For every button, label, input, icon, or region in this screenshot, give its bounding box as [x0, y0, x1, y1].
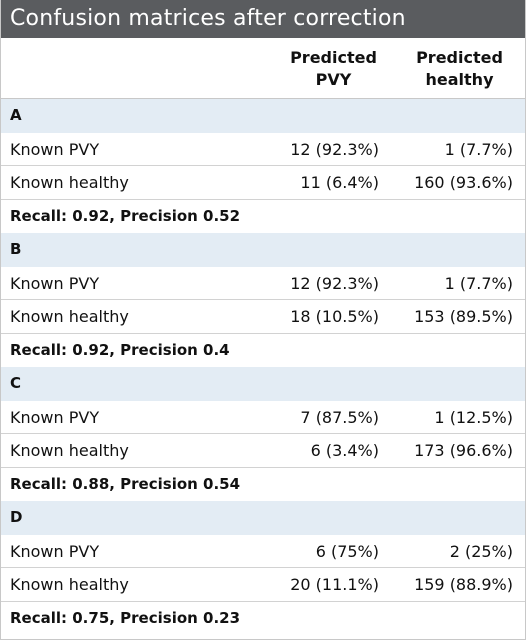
row-label: Known healthy [10, 307, 129, 326]
column-header-line: healthy [425, 70, 494, 89]
cell-predicted-healthy: 2 (25%) [449, 541, 513, 561]
table-title: Confusion matrices after correction [1, 0, 525, 38]
row-label: Known healthy [10, 173, 129, 192]
cell-predicted-pvy: 11 (6.4%) [300, 173, 379, 192]
column-header-line: Predicted [290, 48, 377, 67]
column-header-line: PVY [315, 70, 352, 89]
section-label-c: C [1, 367, 525, 401]
table-row: Known PVY 12 (92.3%) 1 (7.7%) [1, 267, 525, 300]
cell-predicted-healthy: 159 (88.9%) [414, 575, 513, 594]
row-label: Known PVY [10, 407, 100, 427]
cell-predicted-pvy: 6 (3.4%) [310, 441, 379, 460]
cell-predicted-pvy: 6 (75%) [315, 541, 379, 561]
column-header-line: Predicted [416, 48, 503, 67]
cell-predicted-healthy: 1 (7.7%) [444, 273, 513, 293]
table-row: Known healthy 18 (10.5%) 153 (89.5%) [1, 300, 525, 334]
table-row: Known healthy 6 (3.4%) 173 (96.6%) [1, 434, 525, 468]
cell-predicted-pvy: 12 (92.3%) [290, 273, 379, 293]
cell-predicted-healthy: 1 (7.7%) [444, 139, 513, 159]
cell-predicted-healthy: 173 (96.6%) [414, 441, 513, 460]
cell-predicted-pvy: 20 (11.1%) [290, 575, 379, 594]
cell-predicted-pvy: 12 (92.3%) [290, 139, 379, 159]
section-label-b: B [1, 233, 525, 267]
section-label-a: A [1, 99, 525, 133]
row-label: Known PVY [10, 541, 100, 561]
section-summary-d: Recall: 0.75, Precision 0.23 [10, 608, 241, 627]
cell-predicted-healthy: 160 (93.6%) [414, 173, 513, 192]
row-label: Known PVY [10, 273, 100, 293]
table-row: Known PVY 6 (75%) 2 (25%) [1, 535, 525, 568]
table-row: Known healthy 20 (11.1%) 159 (88.9%) [1, 568, 525, 602]
row-label: Known PVY [10, 139, 100, 159]
row-label: Known healthy [10, 575, 129, 594]
row-label: Known healthy [10, 441, 129, 460]
section-summary-a: Recall: 0.92, Precision 0.52 [10, 206, 241, 225]
section-label-d: D [1, 501, 525, 535]
column-header-row: Predicted PVY Predicted healthy [1, 38, 525, 99]
cell-predicted-pvy: 18 (10.5%) [290, 307, 379, 326]
table-row: Known PVY 12 (92.3%) 1 (7.7%) [1, 133, 525, 166]
cell-predicted-healthy: 153 (89.5%) [414, 307, 513, 326]
column-header-predicted-pvy: Predicted PVY [276, 47, 391, 91]
section-summary-c: Recall: 0.88, Precision 0.54 [10, 474, 241, 493]
section-summary-b: Recall: 0.92, Precision 0.4 [10, 340, 230, 359]
table-row: Known healthy 11 (6.4%) 160 (93.6%) [1, 166, 525, 200]
table-row: Known PVY 7 (87.5%) 1 (12.5%) [1, 401, 525, 434]
cell-predicted-pvy: 7 (87.5%) [300, 407, 379, 427]
column-header-predicted-healthy: Predicted healthy [397, 47, 522, 91]
cell-predicted-healthy: 1 (12.5%) [434, 407, 513, 427]
